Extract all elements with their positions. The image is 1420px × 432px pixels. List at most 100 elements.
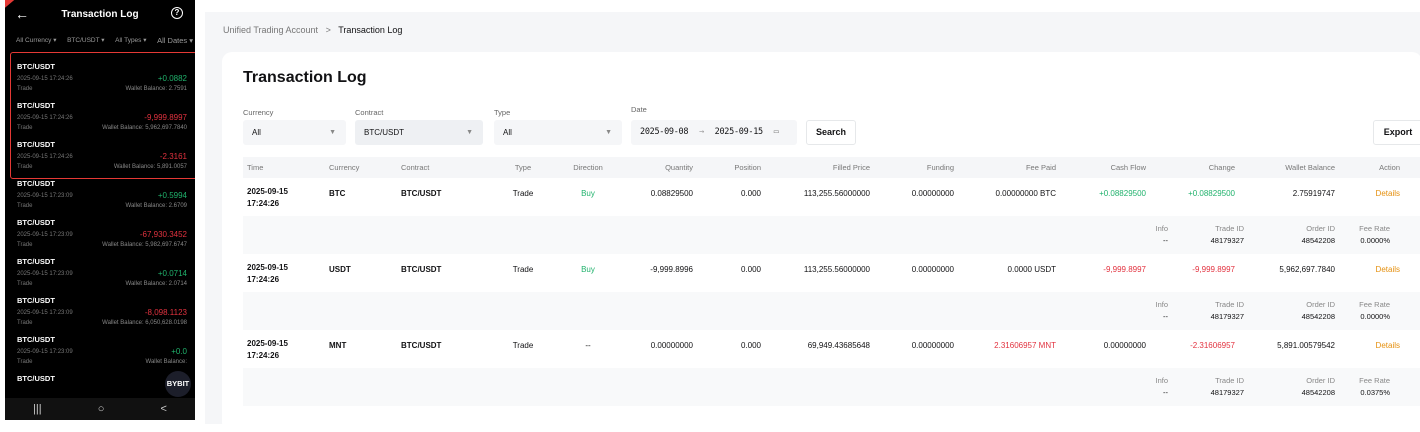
- cell-currency: BTC: [329, 189, 346, 198]
- mobile-list-item[interactable]: BTC/USDT 2025-09-15 17:23:09 Trade -8,09…: [5, 292, 195, 331]
- cell-change: -9,999.8997: [1192, 265, 1235, 274]
- detail-label: Order ID: [1306, 376, 1335, 385]
- cell-currency: USDT: [329, 265, 351, 274]
- item-time: 2025-09-15 17:23:09: [17, 271, 73, 277]
- detail-order-id: Order ID 48542208: [1302, 224, 1335, 245]
- calendar-icon[interactable]: ▭: [773, 127, 779, 137]
- detail-label: Info: [1155, 376, 1168, 385]
- item-pair: BTC/USDT: [17, 257, 55, 266]
- detail-value: --: [1163, 236, 1168, 245]
- cell-funding: 0.00000000: [911, 341, 954, 350]
- mobile-list-item[interactable]: BTC/USDT 2025-09-15 17:23:09 Trade -67,9…: [5, 214, 195, 253]
- item-balance: Wallet Balance: 6,050,628.0198: [102, 320, 187, 326]
- date-to[interactable]: 2025-09-15: [714, 127, 763, 137]
- cell-position: 0.000: [740, 265, 761, 274]
- date-range-picker[interactable]: 2025-09-08 → 2025-09-15 ▭: [631, 120, 797, 145]
- item-balance: Wallet Balance: 5,962,697.7840: [102, 125, 187, 131]
- table-header: Time Currency Contract Type Direction Quantit…: [243, 157, 1420, 178]
- detail-label: Trade ID: [1215, 376, 1244, 385]
- cell-quantity: -9,999.8996: [650, 265, 693, 274]
- currency-select[interactable]: All ▼: [243, 120, 346, 145]
- filter-date[interactable]: All Dates ▾: [157, 36, 193, 45]
- detail-label: Info: [1155, 224, 1168, 233]
- breadcrumb-parent[interactable]: Unified Trading Account: [223, 25, 319, 35]
- header-fee-paid: Fee Paid: [1025, 163, 1056, 172]
- date-from[interactable]: 2025-09-08: [640, 127, 689, 137]
- item-pair: BTC/USDT: [17, 62, 55, 71]
- item-pair: BTC/USDT: [17, 335, 55, 344]
- cell-quantity: 0.08829500: [650, 189, 693, 198]
- highlight-box: [10, 52, 195, 179]
- cell-funding: 0.00000000: [911, 265, 954, 274]
- recent-apps-icon[interactable]: |||: [33, 403, 42, 415]
- detail-value: 0.0000%: [1360, 312, 1390, 321]
- contract-label: Contract: [355, 108, 384, 117]
- header-type: Type: [514, 163, 532, 172]
- item-type: Trade: [17, 320, 33, 326]
- header-wallet-balance: Wallet Balance: [1285, 163, 1335, 172]
- page-title: Transaction Log: [243, 69, 367, 86]
- filter-contract[interactable]: BTC/USDT ▾: [67, 37, 105, 44]
- cell-fee-paid: 2.31606957 MNT: [994, 341, 1056, 350]
- mobile-list-item[interactable]: BTC/USDT 2025-09-15 17:23:09 Trade +0.07…: [5, 253, 195, 292]
- export-button[interactable]: Export: [1373, 120, 1420, 145]
- mobile-list-item[interactable]: BTC/USDT 2025-09-15 17:23:09 Trade +0.59…: [5, 175, 195, 214]
- detail-trade-id: Trade ID 48179327: [1211, 376, 1244, 397]
- mobile-list-item[interactable]: BTC/USDT: [5, 370, 195, 409]
- detail-value: 0.0375%: [1360, 388, 1390, 397]
- search-button[interactable]: Search: [806, 120, 856, 145]
- cell-type: Trade: [512, 341, 534, 350]
- cell-wallet-balance: 5,962,697.7840: [1279, 265, 1335, 274]
- header-time: Time: [247, 163, 264, 172]
- cell-type: Trade: [512, 265, 534, 274]
- mobile-list-item[interactable]: BTC/USDT 2025-09-15 17:24:26 Trade -2.31…: [5, 136, 195, 175]
- cell-filled-price: 113,255.56000000: [803, 265, 870, 274]
- detail-info: Info --: [1155, 300, 1168, 321]
- item-pair: BTC/USDT: [17, 140, 55, 149]
- header-cash-flow: Cash Flow: [1110, 163, 1146, 172]
- item-type: Trade: [17, 359, 33, 365]
- cell-time: 2025-09-15 17:24:26: [247, 339, 288, 360]
- item-time: 2025-09-15 17:24:26: [17, 76, 73, 82]
- detail-label: Order ID: [1306, 224, 1335, 233]
- detail-row: Info -- Trade ID 48179327 Order ID 48542208 Fe…: [243, 292, 1420, 330]
- detail-value: 48542208: [1301, 388, 1335, 397]
- item-time: 2025-09-15 17:24:26: [17, 115, 73, 121]
- header-direction: Direction: [573, 163, 603, 172]
- breadcrumb-current: Transaction Log: [338, 25, 403, 35]
- details-link[interactable]: Details: [1375, 189, 1400, 198]
- question-circle-icon[interactable]: ?: [171, 7, 183, 19]
- item-type: Trade: [17, 281, 33, 287]
- type-select[interactable]: All ▼: [494, 120, 622, 145]
- mobile-list-item[interactable]: BTC/USDT 2025-09-15 17:23:09 Trade +0.0 …: [5, 331, 195, 370]
- web-page: Unified Trading Account > Transaction Lo…: [205, 12, 1420, 432]
- filter-currency[interactable]: All Currency ▾: [16, 37, 57, 44]
- mobile-transaction-list: BTC/USDT 2025-09-15 17:24:26 Trade +0.08…: [5, 58, 195, 409]
- back-icon[interactable]: <: [160, 403, 167, 415]
- mobile-list-item[interactable]: BTC/USDT 2025-09-15 17:24:26 Trade -9,99…: [5, 97, 195, 136]
- cell-cash-flow: +0.08829500: [1099, 189, 1146, 198]
- header-currency: Currency: [329, 163, 360, 172]
- home-icon[interactable]: ○: [97, 403, 105, 415]
- detail-label: Fee Rate: [1359, 300, 1390, 309]
- detail-label: Order ID: [1306, 300, 1335, 309]
- bybit-floating-button[interactable]: BYBIT: [165, 371, 191, 397]
- details-link[interactable]: Details: [1375, 341, 1400, 350]
- filter-type[interactable]: All Types ▾: [115, 37, 147, 44]
- details-link[interactable]: Details: [1375, 265, 1400, 274]
- item-amount: +0.5994: [157, 191, 187, 200]
- mobile-list-item[interactable]: BTC/USDT 2025-09-15 17:24:26 Trade +0.08…: [5, 58, 195, 97]
- header-change: Change: [1208, 163, 1235, 172]
- item-amount: -9,999.8997: [144, 113, 187, 122]
- cell-direction: Buy: [581, 189, 595, 198]
- table-row: 2025-09-15 17:24:26 USDT BTC/USDT Trade Buy -…: [243, 254, 1420, 292]
- item-balance: Wallet Balance: 5,982,697.6747: [102, 242, 187, 248]
- detail-fee-rate: Fee Rate 0.0000%: [1359, 224, 1390, 245]
- item-pair: BTC/USDT: [17, 218, 55, 227]
- cell-direction: --: [585, 341, 591, 350]
- arrow-left-icon[interactable]: ←: [15, 6, 29, 22]
- contract-select[interactable]: BTC/USDT ▼: [355, 120, 483, 145]
- item-amount: -67,930.3452: [139, 230, 187, 239]
- cell-fee-paid: 0.0000 USDT: [1007, 265, 1056, 274]
- cell-wallet-balance: 2.75919747: [1292, 189, 1335, 198]
